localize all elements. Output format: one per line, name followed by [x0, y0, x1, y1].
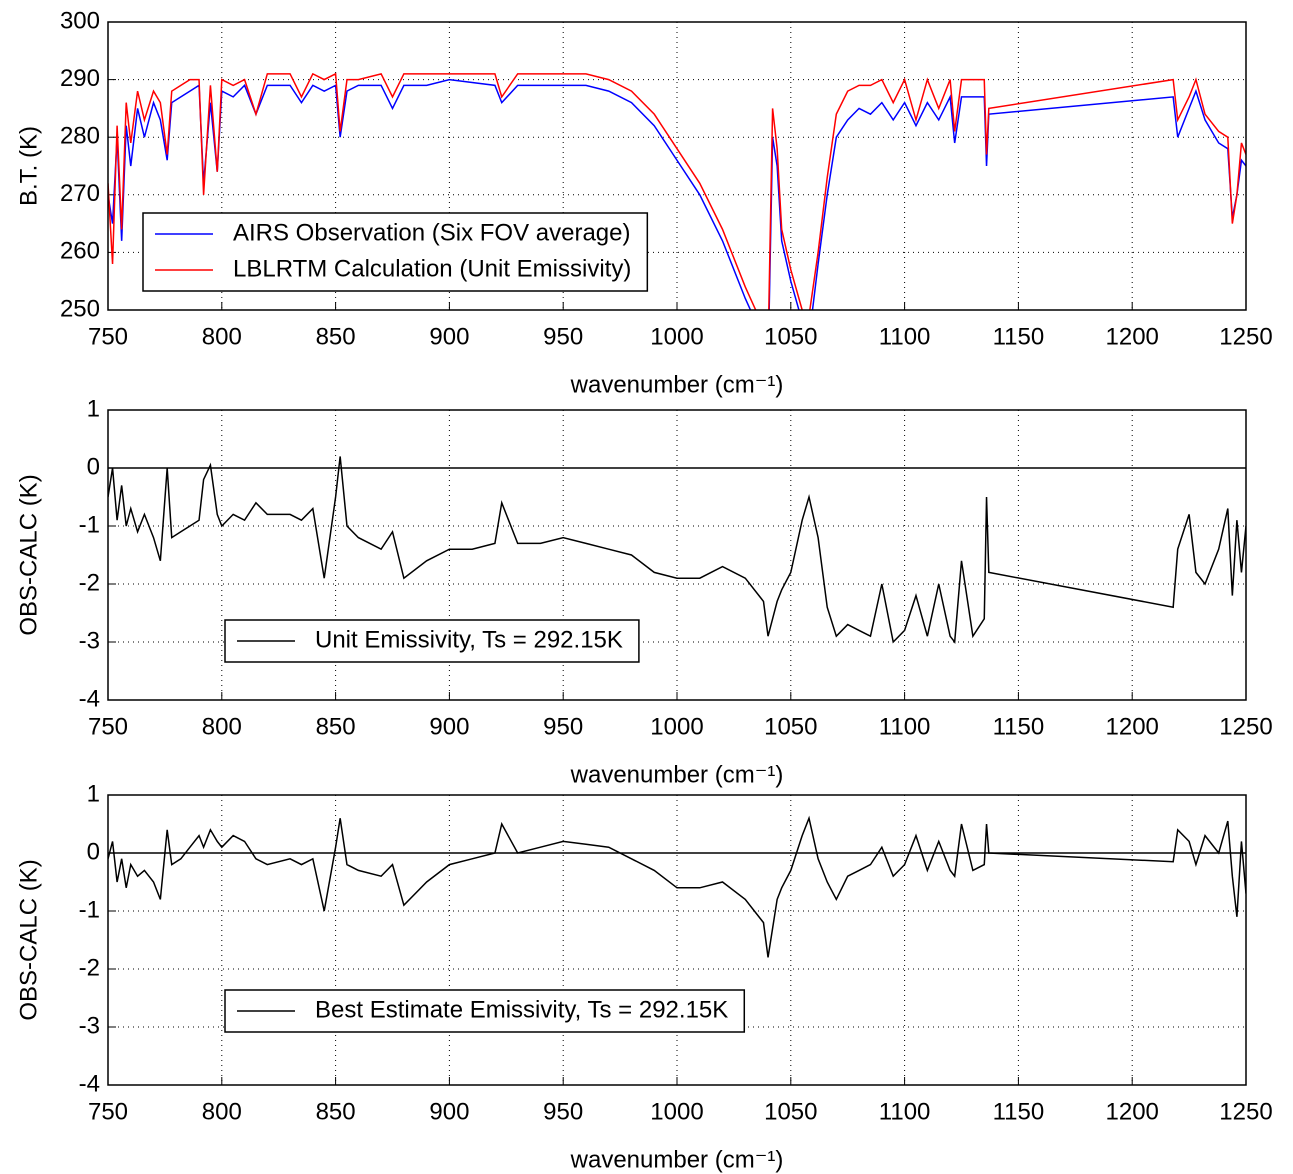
legend: Unit Emissivity, Ts = 292.15K [224, 619, 640, 663]
x-tick-label: 1250 [1219, 1098, 1272, 1125]
y-tick-label: -4 [79, 1070, 100, 1097]
x-tick-label: 1100 [879, 1098, 931, 1125]
x-tick-label: 750 [88, 1098, 128, 1125]
legend: AIRS Observation (Six FOV average) LBLRTM… [142, 212, 649, 292]
x-tick-label: 1250 [1219, 713, 1272, 740]
x-tick-label: 1100 [879, 323, 931, 350]
axes-frame [107, 409, 1247, 701]
y-tick-label: -3 [79, 1012, 100, 1039]
subplot: 750 800 850 900 950 1000 1050 1100 1150 1200 1250 2… [15, 7, 1272, 398]
x-tick-label: 1200 [1106, 323, 1159, 350]
y-tick-label: -1 [79, 896, 100, 923]
x-tick-label: 900 [429, 323, 469, 350]
y-tick-label: 290 [60, 65, 100, 92]
y-tick-label: 260 [60, 238, 100, 265]
y-tick-label: 0 [87, 838, 100, 865]
x-axis-label: wavenumber (cm⁻¹) [570, 371, 784, 398]
x-tick-label: 1200 [1106, 1098, 1159, 1125]
x-tick-label: 1250 [1219, 323, 1272, 350]
axes-frame [107, 794, 1247, 1086]
x-tick-label: 1150 [993, 1098, 1045, 1125]
x-tick-label: 1150 [993, 323, 1045, 350]
x-tick-label: 950 [543, 1098, 583, 1125]
data-line [108, 456, 1246, 644]
x-tick-label: 1000 [650, 713, 703, 740]
x-tick-label: 950 [543, 323, 583, 350]
y-tick-label: 1 [87, 780, 100, 807]
x-axis-label: wavenumber (cm⁻¹) [570, 761, 784, 788]
x-tick-label: 1000 [650, 1098, 703, 1125]
x-tick-label: 1200 [1106, 713, 1159, 740]
y-tick-label: 280 [60, 123, 100, 150]
x-axis-label: wavenumber (cm⁻¹) [570, 1146, 784, 1173]
x-tick-label: 1050 [764, 713, 817, 740]
y-tick-label: 1 [87, 395, 100, 422]
legend-label: Best Estimate Emissivity, Ts = 292.15K [315, 996, 728, 1023]
x-tick-label: 1100 [879, 713, 931, 740]
legend: Best Estimate Emissivity, Ts = 292.15K [224, 989, 746, 1033]
x-tick-label: 1000 [650, 323, 703, 350]
x-tick-label: 850 [316, 323, 356, 350]
x-tick-label: 1050 [764, 1098, 817, 1125]
y-axis-label: OBS-CALC (K) [15, 859, 42, 1020]
x-tick-label: 1150 [993, 713, 1045, 740]
y-axis-label: B.T. (K) [15, 126, 42, 206]
x-tick-label: 850 [316, 1098, 356, 1125]
legend-label: Unit Emissivity, Ts = 292.15K [315, 626, 623, 653]
data-line [108, 72, 1246, 310]
y-tick-label: -2 [79, 954, 100, 981]
y-tick-label: 0 [87, 453, 100, 480]
x-tick-label: 800 [202, 1098, 242, 1125]
y-tick-label: 250 [60, 295, 100, 322]
x-tick-label: 750 [88, 323, 128, 350]
subplot: 750 800 850 900 950 1000 1050 1100 1150 1200 1250 -… [15, 780, 1272, 1173]
y-tick-label: -1 [79, 511, 100, 538]
data-line [108, 815, 1246, 958]
x-tick-label: 750 [88, 713, 128, 740]
legend-label: AIRS Observation (Six FOV average) [233, 219, 630, 246]
subplot: 750 800 850 900 950 1000 1050 1100 1150 1200 1250 -… [15, 395, 1272, 788]
x-tick-label: 800 [202, 713, 242, 740]
y-tick-label: -3 [79, 627, 100, 654]
legend-box [224, 989, 746, 1033]
x-tick-label: 950 [543, 713, 583, 740]
x-tick-label: 900 [429, 1098, 469, 1125]
y-tick-label: 300 [60, 7, 100, 34]
axes-frame [107, 21, 1247, 311]
legend-box [142, 212, 649, 292]
y-tick-label: 270 [60, 180, 100, 207]
x-tick-label: 850 [316, 713, 356, 740]
legend-label: LBLRTM Calculation (Unit Emissivity) [233, 255, 631, 282]
y-tick-label: -4 [79, 685, 100, 712]
x-tick-label: 1050 [764, 323, 817, 350]
x-tick-label: 800 [202, 323, 242, 350]
y-tick-label: -2 [79, 569, 100, 596]
y-axis-label: OBS-CALC (K) [15, 474, 42, 635]
x-tick-label: 900 [429, 713, 469, 740]
